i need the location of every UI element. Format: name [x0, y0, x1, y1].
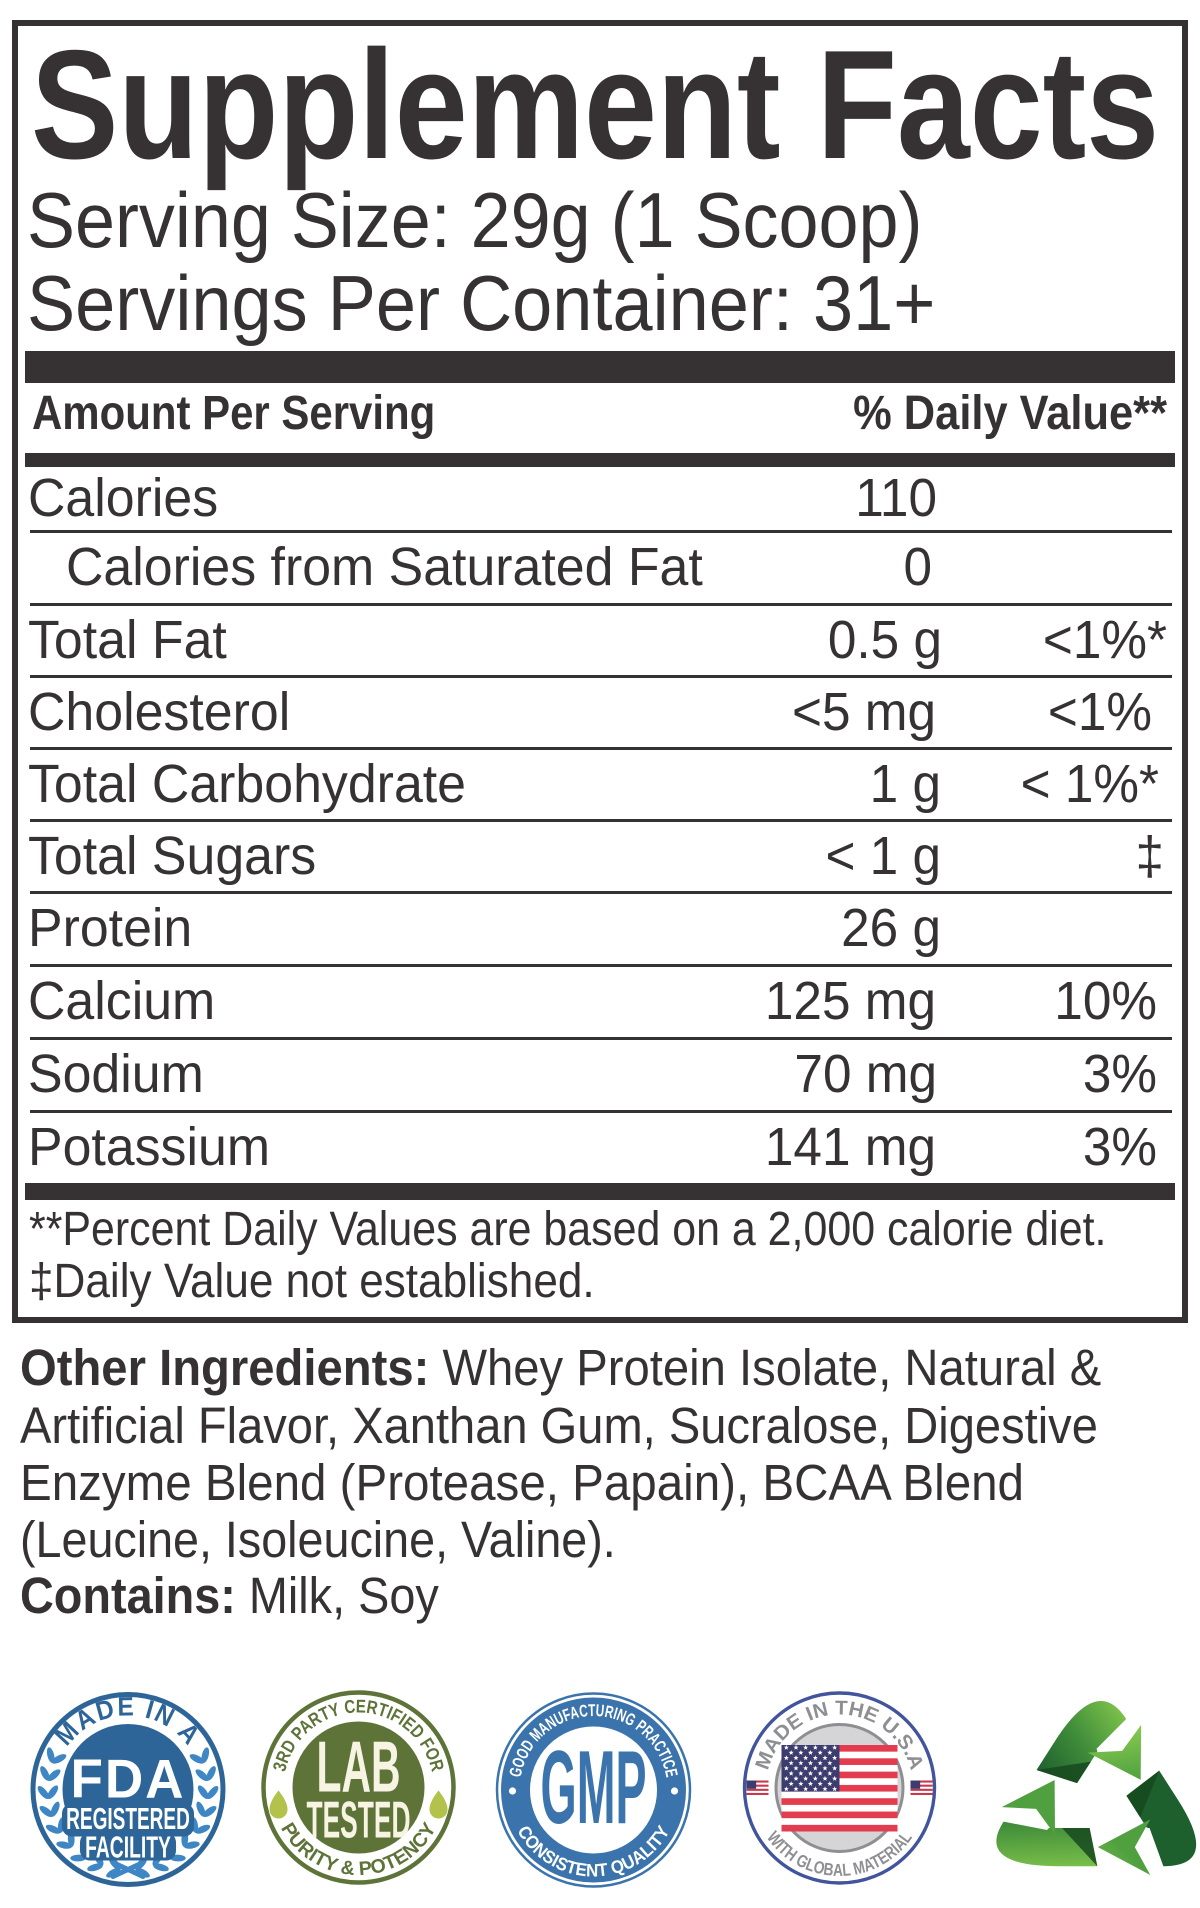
svg-text:FDA: FDA	[71, 1749, 186, 1810]
svg-text:LAB: LAB	[317, 1728, 401, 1808]
svg-text:TESTED: TESTED	[306, 1791, 410, 1849]
svg-text:FACILITY: FACILITY	[85, 1831, 171, 1865]
svg-text:REGISTERED: REGISTERED	[66, 1802, 190, 1836]
svg-text:GMP: GMP	[541, 1730, 647, 1846]
